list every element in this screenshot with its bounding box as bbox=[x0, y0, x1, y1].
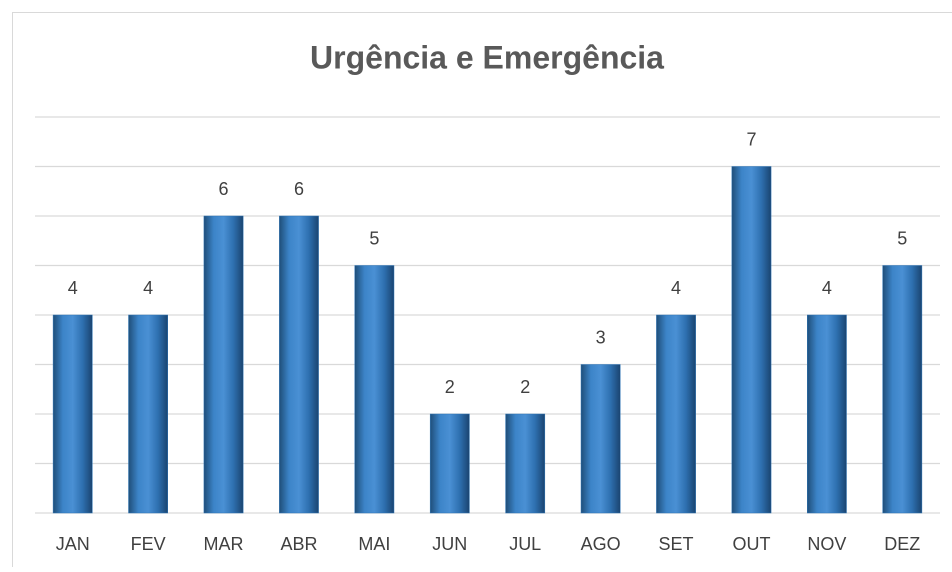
x-tick-label: FEV bbox=[131, 534, 166, 554]
data-label: 3 bbox=[596, 327, 606, 347]
data-label: 2 bbox=[520, 377, 530, 397]
x-tick-label: MAR bbox=[204, 534, 244, 554]
data-label: 2 bbox=[445, 377, 455, 397]
x-tick-label: MAI bbox=[358, 534, 390, 554]
data-label: 6 bbox=[294, 179, 304, 199]
bar bbox=[807, 315, 846, 513]
x-tick-label: SET bbox=[659, 534, 694, 554]
bar bbox=[279, 216, 318, 513]
x-tick-label: JAN bbox=[56, 534, 90, 554]
x-tick-label: JUL bbox=[509, 534, 541, 554]
bar bbox=[129, 315, 168, 513]
data-label: 4 bbox=[68, 278, 78, 298]
bar bbox=[53, 315, 92, 513]
data-label: 6 bbox=[219, 179, 229, 199]
bar bbox=[732, 167, 771, 514]
bar bbox=[883, 266, 922, 514]
x-tick-label: NOV bbox=[807, 534, 846, 554]
x-tick-label: JUN bbox=[432, 534, 467, 554]
data-label: 4 bbox=[822, 278, 832, 298]
bar bbox=[581, 365, 620, 514]
x-tick-label: ABR bbox=[280, 534, 317, 554]
x-tick-label: DEZ bbox=[884, 534, 920, 554]
x-tick-label: AGO bbox=[581, 534, 621, 554]
bar bbox=[204, 216, 243, 513]
x-tick-label: OUT bbox=[732, 534, 770, 554]
data-label: 4 bbox=[143, 278, 153, 298]
data-label: 7 bbox=[746, 129, 756, 149]
bar bbox=[506, 414, 545, 513]
bar bbox=[430, 414, 469, 513]
bar bbox=[656, 315, 695, 513]
data-label: 5 bbox=[897, 228, 907, 248]
data-label: 4 bbox=[671, 278, 681, 298]
data-label: 5 bbox=[369, 228, 379, 248]
bar bbox=[355, 266, 394, 514]
chart-title: Urgência e Emergência bbox=[310, 39, 664, 75]
